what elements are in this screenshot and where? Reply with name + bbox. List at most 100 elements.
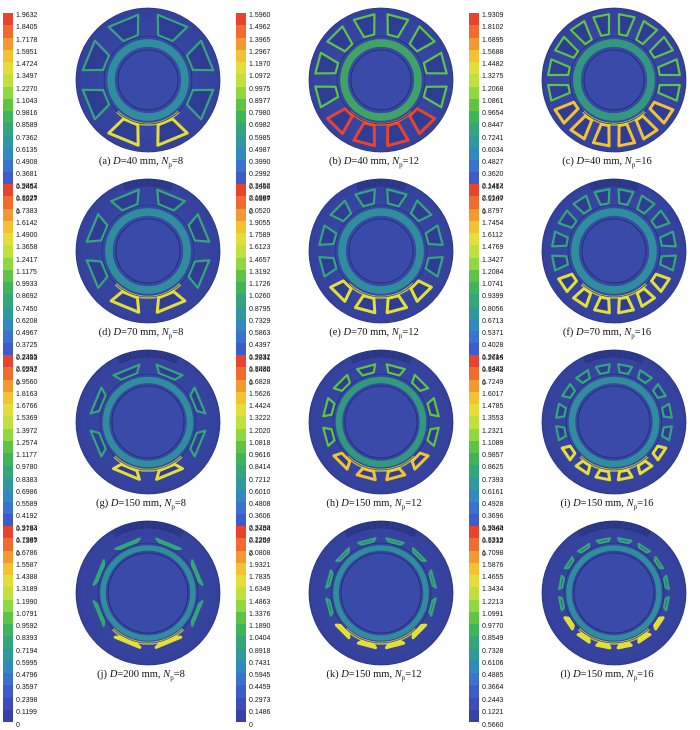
rotor-notch xyxy=(409,528,418,538)
magnet-pocket xyxy=(617,295,635,315)
legend-value: 0.9780 xyxy=(16,464,38,472)
legend-swatch xyxy=(469,599,479,612)
magnet-pocket xyxy=(408,25,436,53)
rotor-notch xyxy=(392,180,400,189)
legend-value: 0.2464 xyxy=(482,525,504,533)
magnet-pocket xyxy=(555,425,568,442)
legend-swatch xyxy=(469,502,479,515)
legend-value: 0.7194 xyxy=(16,647,38,655)
legend-value: 0.8549 xyxy=(482,635,504,643)
magnet-pocket xyxy=(428,569,437,589)
legend-value: 0.4908 xyxy=(16,159,38,166)
legend-swatch xyxy=(469,13,479,26)
magnet-pocket xyxy=(156,13,189,43)
rotor-notch xyxy=(129,351,137,360)
legend-value: 0.3597 xyxy=(16,684,38,692)
rotor-notch xyxy=(398,523,406,533)
rotor-contour-plot xyxy=(73,347,223,502)
legend-swatch xyxy=(469,367,479,380)
magnet-pocket xyxy=(659,254,677,272)
legend-swatch xyxy=(3,233,13,246)
legend-swatch xyxy=(469,416,479,429)
legend-value: 0.6010 xyxy=(249,488,271,496)
legend-swatch xyxy=(469,306,479,319)
stress-ring xyxy=(568,376,660,468)
legend-swatch xyxy=(469,74,479,87)
legend-value: 0.5863 xyxy=(249,330,271,337)
legend-value: 0.8795 xyxy=(249,305,271,313)
legend-swatch xyxy=(469,550,479,563)
panel-caption: (a) D=40 mm, Np=8 xyxy=(98,156,184,170)
legend-swatch xyxy=(236,331,246,344)
magnet-pocket xyxy=(185,39,215,72)
legend-value: 1.3222 xyxy=(249,415,271,423)
legend-swatch xyxy=(469,660,479,673)
legend-swatch xyxy=(3,111,13,124)
magnet-pocket xyxy=(110,188,140,212)
magnet-pocket xyxy=(592,13,611,37)
legend-swatch xyxy=(3,379,13,392)
legend-swatch xyxy=(236,172,246,185)
rotor-contour-plot xyxy=(539,347,689,502)
legend-swatch xyxy=(469,709,479,722)
magnet-pocket xyxy=(553,100,580,125)
legend-value: 0.4967 xyxy=(16,330,38,337)
legend-value: 0 xyxy=(16,380,20,387)
magnet-pocket xyxy=(660,425,673,442)
rotor-notch xyxy=(614,349,620,358)
rotor-hub xyxy=(340,552,422,634)
rotor-notch xyxy=(123,352,131,362)
legend-value: 1.2068 xyxy=(482,85,504,93)
legend-value: 0.4397 xyxy=(249,342,271,350)
legend-value: 2.0808 xyxy=(249,549,271,557)
legend-value: 1.3972 xyxy=(16,427,38,435)
legend-swatch xyxy=(236,709,246,722)
magnet-pocket xyxy=(657,58,681,77)
legend-value: 0.1242 xyxy=(16,366,38,374)
legend-value: 0.4192 xyxy=(16,513,38,521)
rotor-notch xyxy=(368,179,375,188)
magnet-pocket xyxy=(408,107,437,136)
legend-swatch xyxy=(469,282,479,295)
legend-value: 1.3553 xyxy=(482,415,504,423)
panel-caption: (l) D=150 mm, Np=16 xyxy=(560,669,654,683)
legend-value: 0.9857 xyxy=(482,452,504,459)
legend-swatch xyxy=(469,111,479,124)
magnet-pocket xyxy=(593,188,611,206)
legend-value: 0.1995 xyxy=(249,183,271,191)
legend-swatch xyxy=(3,160,13,173)
rotor-contour-plot xyxy=(306,347,456,502)
legend-value: 0.6986 xyxy=(16,488,38,496)
magnet-pocket xyxy=(335,547,351,563)
legend-value: 1.2020 xyxy=(249,427,271,435)
color-scale-legend: 2.3452 2.1986 2.0520 1.9055 1.7589 1.6123 1.46… xyxy=(236,183,282,387)
legend-swatch xyxy=(236,135,246,148)
legend-swatch xyxy=(236,538,246,551)
legend-swatch xyxy=(469,147,479,160)
magnet-pocket xyxy=(558,574,566,591)
legend-swatch xyxy=(3,86,13,99)
rotor-notch xyxy=(148,520,154,529)
panel-g: 2.2355 2.0957 1.9560 1.8163 1.6766 1.5369 1.39… xyxy=(0,342,233,558)
legend-swatch xyxy=(469,355,479,368)
rotor-hub xyxy=(583,49,645,111)
legend-value: 0.1207 xyxy=(482,195,504,203)
legend-swatch xyxy=(469,611,479,624)
legend-swatch xyxy=(469,575,479,588)
rotor-notch xyxy=(631,352,639,362)
legend-swatch xyxy=(236,318,246,331)
legend-value: 0.2443 xyxy=(482,696,504,704)
magnet-pocket xyxy=(314,85,340,109)
legend-swatch xyxy=(236,428,246,441)
legend-value: 1.5960 xyxy=(249,12,271,19)
rotor-notch xyxy=(142,349,148,358)
legend-value: 1.0741 xyxy=(482,281,504,288)
rotor-notch xyxy=(135,179,142,188)
legend-value: 0.8056 xyxy=(482,305,504,313)
legend-swatch xyxy=(236,562,246,575)
legend-value: 1.4900 xyxy=(16,232,38,239)
magnet-pocket xyxy=(617,188,635,206)
legend-value: 0.8414 xyxy=(249,464,271,472)
legend-value: 0.8383 xyxy=(16,476,38,484)
rotor-notch xyxy=(620,350,627,359)
